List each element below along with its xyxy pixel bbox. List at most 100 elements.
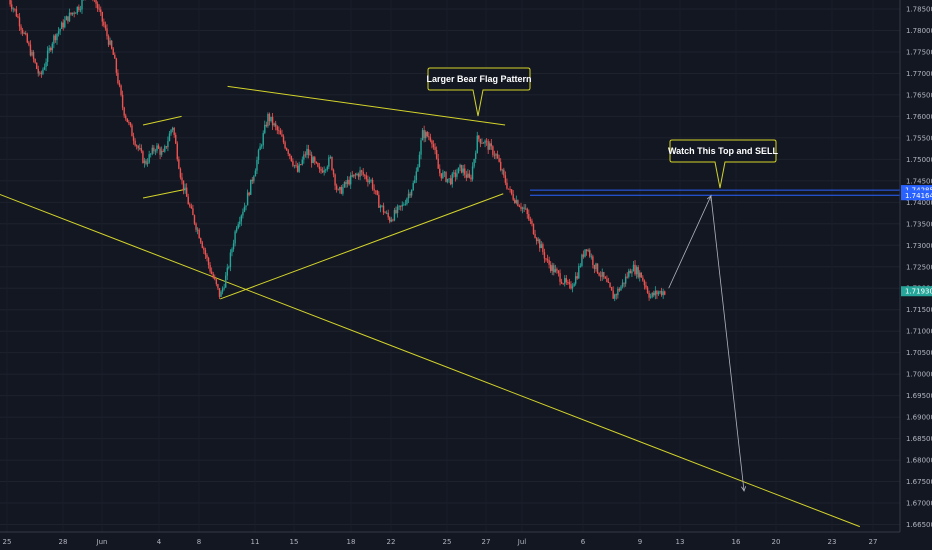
candle-body: [268, 113, 271, 122]
price-tick-label: 1.67500: [906, 478, 932, 486]
candle-body: [432, 144, 435, 148]
candle-body: [260, 145, 263, 147]
candle-body: [189, 204, 191, 207]
candle-body: [160, 150, 163, 155]
candle-body: [445, 172, 447, 182]
candle-body: [414, 180, 416, 184]
date-tick-label: Jul: [517, 538, 527, 546]
candle-body: [240, 215, 243, 222]
price-tick-label: 1.76000: [906, 113, 932, 121]
candle-body: [585, 249, 588, 252]
candle-body: [171, 127, 174, 130]
candle-body: [342, 187, 344, 194]
candle-body: [259, 146, 261, 151]
date-tick-label: 6: [581, 538, 586, 546]
price-axis[interactable]: 1.78500 1.78000 1.77500 1.77000 1.76500 1.760…: [899, 0, 932, 532]
candle-body: [448, 178, 450, 180]
candle-body: [482, 142, 485, 144]
candle-body: [132, 136, 135, 141]
candle-body: [17, 16, 19, 18]
candle-body: [231, 249, 233, 253]
candle-body: [201, 242, 203, 248]
candle-body: [21, 29, 24, 34]
candle-body: [318, 166, 321, 169]
candle-body: [443, 172, 446, 173]
candle-body: [643, 280, 646, 286]
price-tick-label: 1.67000: [906, 500, 932, 508]
candle-body: [35, 62, 38, 69]
candle-body: [559, 273, 561, 282]
candle-body: [135, 145, 138, 147]
bear-flag-callout-box: [427, 67, 531, 117]
price-tick-label: 1.78500: [906, 6, 932, 14]
candle-body: [307, 148, 310, 155]
candle-body: [570, 284, 572, 289]
candle-body: [384, 212, 386, 214]
candle-body: [275, 123, 277, 127]
candle-body: [410, 190, 413, 196]
candle-body: [478, 135, 480, 139]
candle-body: [264, 124, 266, 134]
candle-body: [48, 48, 50, 51]
candle-body: [245, 205, 247, 207]
date-tick-label: Jun: [96, 538, 108, 546]
candle-body: [246, 192, 249, 206]
candle-body: [345, 182, 347, 185]
candle-body: [303, 154, 305, 160]
candle-body: [60, 22, 63, 29]
candle-body: [368, 180, 371, 183]
candle-body: [403, 204, 405, 206]
candle-body: [551, 265, 553, 271]
date-tick-label: 11: [251, 538, 260, 546]
watch-top-callout-box: [669, 139, 777, 189]
candle-body: [490, 143, 493, 147]
candle-body: [15, 9, 18, 17]
candle-body: [71, 12, 74, 15]
candle-body: [217, 284, 219, 289]
candle-body: [599, 275, 602, 277]
candle-body: [329, 156, 332, 158]
candle-body: [79, 9, 82, 11]
candle-body: [526, 208, 528, 214]
candlestick-series[interactable]: [8, 0, 666, 302]
candle-body: [376, 190, 378, 195]
candle-body: [276, 126, 278, 131]
candle-body: [120, 85, 122, 95]
candle-body: [309, 154, 311, 156]
candle-body: [290, 155, 293, 162]
candle-body: [539, 239, 541, 249]
candle-body: [535, 237, 538, 242]
candle-body: [295, 165, 297, 167]
candle-body: [23, 33, 25, 34]
candle-body: [148, 154, 150, 163]
candle-body: [139, 148, 141, 149]
candle-body: [549, 264, 552, 271]
price-tick-label: 1.68000: [906, 457, 932, 465]
candle-body: [404, 203, 407, 205]
date-tick-label: 23: [828, 538, 837, 546]
candle-body: [239, 221, 241, 225]
candle-body: [406, 198, 408, 204]
date-tick-label: 4: [157, 538, 162, 546]
candle-body: [126, 118, 128, 123]
price-badge-label: 1.71930: [905, 288, 932, 296]
candle-body: [26, 34, 29, 43]
date-tick-label: 22: [387, 538, 396, 546]
candle-body: [265, 124, 268, 127]
candle-body: [509, 188, 511, 190]
candle-body: [603, 272, 605, 278]
candle-body: [154, 150, 157, 152]
candle-body: [179, 168, 182, 178]
candle-body: [207, 257, 210, 265]
candle-body: [43, 66, 46, 70]
candle-body: [437, 158, 439, 169]
date-axis[interactable]: 25 28 Jun 4 8 11 15 18 22 25 27 Jul 6 9 13 16 20 23 27: [0, 531, 900, 546]
candle-body: [379, 205, 382, 208]
candle-body: [485, 140, 488, 142]
candle-body: [167, 141, 169, 148]
candle-body: [595, 263, 597, 269]
candle-body: [506, 182, 508, 189]
price-tick-label: 1.73500: [906, 220, 932, 228]
candle-body: [185, 187, 188, 197]
